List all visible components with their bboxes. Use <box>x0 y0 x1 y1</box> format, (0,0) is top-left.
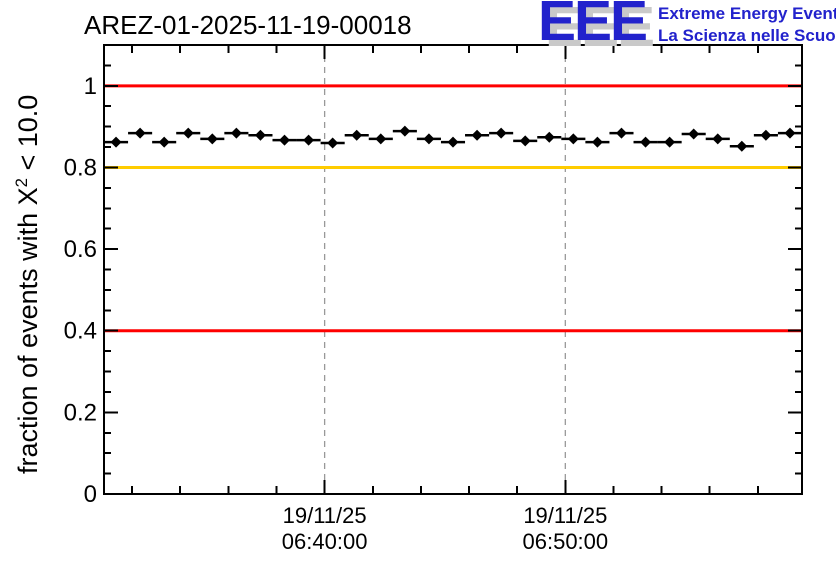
x-tick-label-date: 19/11/25 <box>283 503 367 528</box>
y-axis-title: fraction of events with X2 < 10.0 <box>12 95 44 474</box>
data-point-marker <box>784 127 796 139</box>
data-point-marker <box>591 136 603 148</box>
data-point-marker <box>134 127 146 139</box>
data-point-marker <box>399 125 411 137</box>
data-point-marker <box>375 133 387 145</box>
data-point-marker <box>615 127 627 139</box>
data-point-marker <box>664 136 676 148</box>
plot-title: AREZ-01-2025-11-19-00018 <box>84 10 412 40</box>
data-point-marker <box>495 127 507 139</box>
data-point-marker <box>254 129 266 141</box>
data-point-marker <box>736 140 748 152</box>
y-tick-label: 0.8 <box>64 154 97 181</box>
y-tick-label: 0.6 <box>64 236 97 263</box>
data-point-marker <box>303 134 315 146</box>
data-point-marker <box>110 136 122 148</box>
data-point-marker <box>158 136 170 148</box>
data-point-marker <box>279 134 291 146</box>
y-tick-label: 1 <box>84 73 97 100</box>
data-point-marker <box>182 127 194 139</box>
data-point-marker <box>351 129 363 141</box>
x-tick-label-date: 19/11/25 <box>523 503 607 528</box>
data-point-marker <box>230 127 242 139</box>
data-point-marker <box>712 133 724 145</box>
eee-logo-acronym: EEE <box>538 0 648 53</box>
data-point-marker <box>327 137 339 149</box>
data-point-marker <box>206 133 218 145</box>
eee-logo-line1: Extreme Energy Events <box>658 4 836 23</box>
data-point-marker <box>640 136 652 148</box>
y-tick-label: 0.4 <box>64 318 97 345</box>
data-point-marker <box>423 133 435 145</box>
x-tick-label-time: 06:40:00 <box>282 529 368 554</box>
data-point-marker <box>471 129 483 141</box>
data-point-marker <box>447 136 459 148</box>
data-point-marker <box>567 133 579 145</box>
y-tick-label: 0.2 <box>64 399 97 426</box>
axis-frame <box>103 44 803 495</box>
eee-logo-line2: La Scienza nelle Scuole <box>658 26 836 45</box>
data-point-marker <box>543 131 555 143</box>
eee-logo-text: Extreme Energy Events La Scienza nelle S… <box>658 3 836 47</box>
x-tick-label-time: 06:50:00 <box>523 529 609 554</box>
y-axis-title-superscript: 2 <box>12 178 31 188</box>
eee-logo: EEE Extreme Energy Events La Scienza nel… <box>538 0 836 52</box>
y-tick-label: 0 <box>84 481 97 508</box>
data-point-marker <box>760 129 772 141</box>
data-point-marker <box>688 128 700 140</box>
y-axis-title-text: fraction of events with X <box>13 187 43 474</box>
data-point-marker <box>519 135 531 147</box>
y-axis-title-suffix: < 10.0 <box>13 94 43 179</box>
